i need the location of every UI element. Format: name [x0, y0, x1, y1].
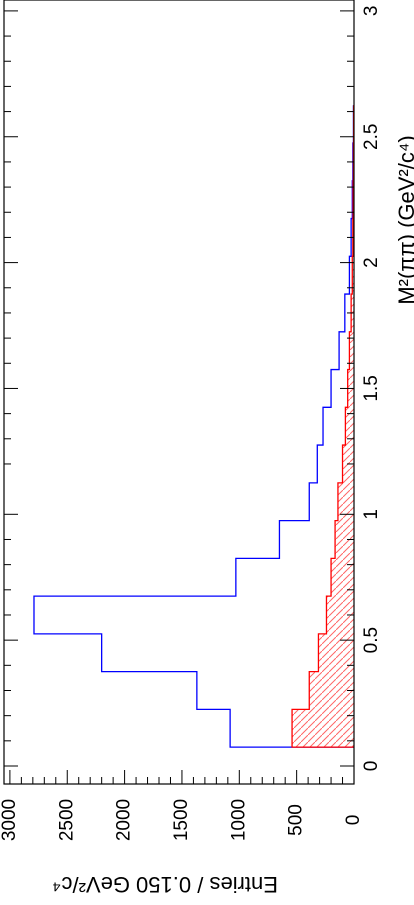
plot-frame: [3, 0, 355, 785]
y-tick-label-0: 0: [343, 815, 364, 826]
y-tick-label-6: 3000: [0, 799, 20, 841]
x-tick-label-4: 2: [361, 257, 382, 268]
series-2-bin-6: [338, 483, 354, 521]
series-2-bin-10: [349, 332, 354, 370]
series-2-bin-8: [345, 407, 354, 445]
x-tick-label-6: 3: [361, 6, 382, 17]
x-tick-label-0: 0: [361, 761, 382, 772]
y-tick-label-5: 2500: [56, 799, 77, 841]
series-2-bin-0: [292, 709, 354, 747]
y-tick-label-4: 2000: [114, 799, 135, 841]
y-tick-label-3: 1500: [171, 799, 192, 841]
series-2-line: [291, 105, 355, 748]
y-axis: 0 500 1000 1500 2000 2500 3000: [0, 770, 364, 841]
y-tick-label-1: 500: [286, 804, 307, 836]
x-axis-title: M²(ππ) (GeV²/c⁴): [394, 135, 414, 304]
series-2-bin-4: [331, 558, 354, 596]
series-1-line: [33, 105, 355, 748]
series-1-bin-3: [34, 596, 354, 634]
plot-area: [3, 0, 355, 785]
y-tick-label-2: 1000: [228, 799, 249, 841]
x-tick-label-3: 1.5: [361, 375, 382, 401]
y-axis-title: Entries / 0.150 GeV²/c⁴: [52, 872, 278, 897]
x-tick-label-1: 0.5: [361, 627, 382, 653]
x-axis: 0 0.5 1 1.5 2 2.5 3: [4, 6, 382, 772]
x-tick-label-5: 2.5: [361, 124, 382, 150]
series-2-fill: [292, 105, 354, 748]
series-2-bin-2: [318, 634, 354, 672]
series-1-bin-2: [102, 634, 354, 672]
x-tick-label-2: 1: [361, 509, 382, 520]
